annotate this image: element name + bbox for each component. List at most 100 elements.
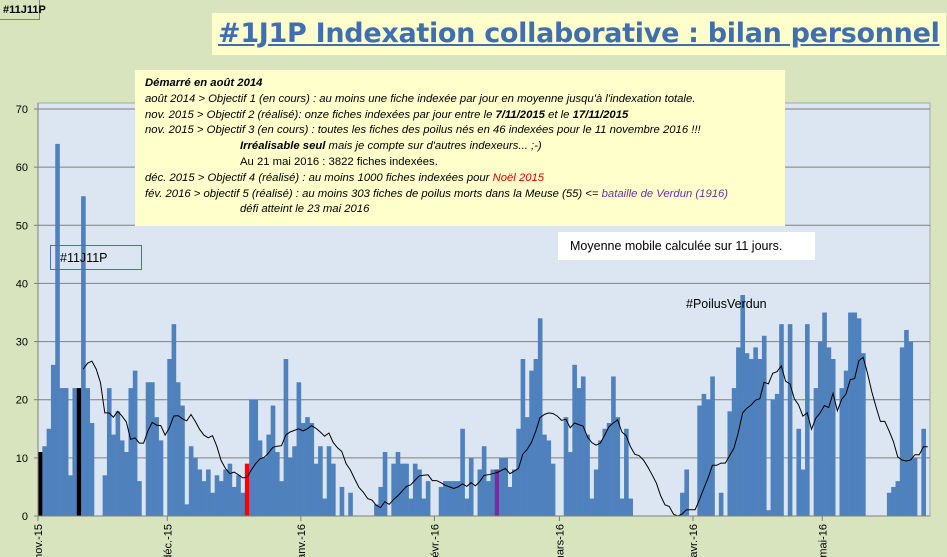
bar [615,417,621,516]
bar [602,428,608,516]
objectives-note-box: Démarré en août 2014 août 2014 > Objecti… [135,70,785,226]
bar [46,428,52,516]
note-line: nov. 2015 > Objectif 3 (en cours) : tout… [145,124,701,137]
bar [339,486,345,516]
bar [236,475,241,516]
bar [279,481,284,516]
x-tick-label: avr.-16 [688,524,700,557]
bar [546,440,552,516]
bar [175,382,181,516]
note-line: Irréalisable seul mais je compte sur d'a… [145,139,775,155]
bar [305,417,310,516]
bar [787,324,793,516]
bar [701,393,707,516]
bar [705,399,711,516]
bar [249,399,254,516]
bar [68,475,73,516]
bar [227,463,233,516]
bar [167,359,172,516]
bar [753,347,758,516]
bar [680,492,685,516]
bar [438,486,444,516]
bar [318,446,323,516]
bar [374,504,379,516]
bar [111,434,116,516]
bar [524,417,530,516]
bar [180,405,185,516]
bar [908,341,914,516]
bar [770,399,776,516]
bar [460,428,465,516]
bar [507,486,513,516]
bar [322,498,328,516]
bar [287,457,293,516]
bar [275,452,280,516]
note-text: et le [544,108,573,121]
bar [550,463,556,516]
bar [257,440,263,516]
y-tick-label: 30 [16,337,28,349]
bar [210,492,215,516]
note-text: Irréalisable seul [240,140,326,153]
note-line: août 2014 > Objectif 1 (en cours) : au m… [145,92,696,105]
bar [568,452,573,516]
bar [481,446,487,516]
bar [38,452,43,516]
bar [921,428,926,516]
bar [895,481,901,516]
bar [891,486,896,516]
bar [218,481,224,516]
bar [395,452,401,516]
bar [852,312,858,516]
note-verdun: bataille de Verdun (1916) [601,187,729,200]
bar [59,388,65,516]
x-tick-label: mars-16 [554,524,566,557]
bar [331,463,336,516]
bar [145,382,151,516]
bar [425,481,431,516]
note-text: mais je compte sur d'autres indexeurs...… [325,140,542,153]
bar [253,399,259,516]
bar [154,417,159,516]
note-text: déc. 2015 > Objectif 4 (réalisé) : au mo… [145,171,493,184]
bar [72,388,78,516]
bar [464,498,470,516]
bar [813,388,819,516]
bar [830,359,836,516]
note-line: Démarré en août 2014 [145,77,263,89]
bar [283,359,289,516]
bar [796,428,802,516]
bar [468,457,474,516]
note-text: nov. 2015 > Objectif 2 (réalisé): onze f… [145,108,496,121]
note-line: Au 21 mai 2016 : 3822 fiches indexées. [240,155,438,168]
bar [800,469,806,516]
bar [85,388,91,516]
bar [766,510,771,516]
x-tick-label: janv.-16 [296,524,308,557]
bar [171,324,177,516]
bar [421,498,427,516]
y-tick-label: 50 [16,220,28,232]
bar [848,312,853,516]
annotation-poilus-verdun: #PoilusVerdun [686,297,767,311]
bar [580,376,586,516]
bar [697,405,702,516]
bar [42,446,47,516]
bar [184,504,190,516]
bar [710,376,715,516]
bar [606,422,612,516]
note-line: nov. 2015 > Objectif 2 (réalisé): onze f… [145,108,775,124]
bar [503,457,509,516]
bar [455,481,461,516]
bar [628,498,633,516]
y-tick-label: 60 [16,162,28,174]
bar [779,324,784,516]
bar [55,143,60,516]
bar [576,388,582,516]
bar [886,492,892,516]
bar [266,434,271,516]
bar [270,405,276,516]
bar [313,463,319,516]
bar [839,388,845,516]
bar [490,469,496,516]
